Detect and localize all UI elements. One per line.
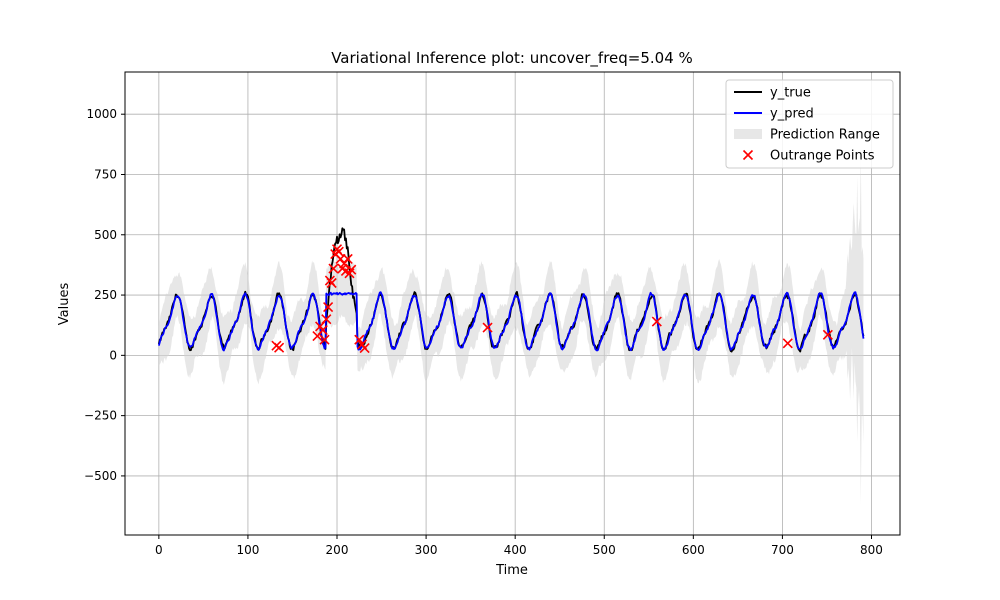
outrange-point [319,334,330,345]
x-tick-label: 500 [593,543,616,557]
series-y-pred-line [157,291,865,352]
outrange-point [359,343,370,354]
x-tick-label: 700 [771,543,794,557]
outrange-point [651,316,662,327]
x-tick-label: 300 [415,543,438,557]
legend-label: y_true [770,86,811,101]
y-tick-label: 750 [94,167,117,181]
axes-frame [124,71,901,536]
legend-swatch-Outrange Points [742,149,754,161]
x-tick-label: 800 [860,543,883,557]
outrange-point [317,324,328,336]
chart-title: Variational Inference plot: uncover_freq… [331,49,693,68]
outrange-point [482,322,493,333]
outrange-point [321,314,332,325]
outrange-point [274,342,285,353]
x-axis-label: Time [495,563,528,578]
x-tick-label: 0 [155,543,163,557]
legend-box [725,79,894,169]
x-tick-label: 400 [504,543,527,557]
legend-swatch-Prediction Range [734,129,762,139]
y-tick-label: 250 [94,288,117,302]
outrange-point [354,334,365,345]
x-tick-label: 100 [236,543,259,557]
outrange-point [333,246,344,257]
outrange-point [323,302,334,313]
legend-label: y_pred [770,107,814,122]
x-tick-label: 600 [682,543,705,557]
outrange-point [342,253,353,264]
outrange-point [782,338,793,349]
x-tick-label: 200 [326,543,349,557]
outrange-point [326,277,337,289]
y-tick-label: 500 [94,228,117,242]
y-tick-label: −250 [84,409,117,423]
series-prediction-range [158,153,864,505]
y-tick-label: −500 [84,469,117,483]
outrange-point [328,263,339,274]
outrange-point [822,329,833,340]
legend-label: Outrange Points [770,149,875,164]
y-axis-label: Values [57,283,72,326]
outrange-point [346,264,357,275]
legend: y_true y_pred Prediction Range Outrange Poi… [725,79,894,169]
y-tick-label: 0 [109,348,117,362]
y-tick-label: 1000 [86,107,117,121]
legend-label: Prediction Range [770,128,880,143]
